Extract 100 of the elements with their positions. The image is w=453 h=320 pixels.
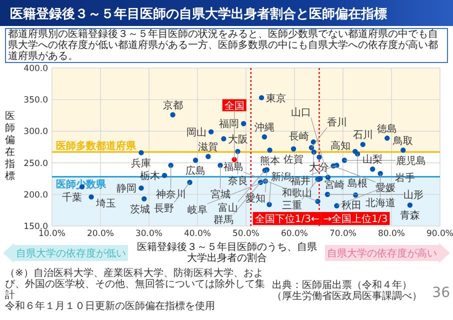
point bbox=[316, 154, 322, 160]
annotation: 滋賀 bbox=[198, 141, 218, 154]
point bbox=[370, 166, 376, 172]
point bbox=[168, 162, 174, 168]
annotation: 山形 bbox=[404, 189, 424, 201]
annotation: 愛媛 bbox=[375, 182, 396, 194]
text: 36 bbox=[431, 285, 450, 301]
annotation: 福井 bbox=[290, 174, 311, 187]
x-tick-label: 70.0% bbox=[329, 229, 357, 239]
point bbox=[267, 148, 272, 153]
annotation: 沖縄 bbox=[254, 121, 274, 134]
point bbox=[258, 95, 264, 100]
x-tick-label: 60.0% bbox=[280, 229, 308, 239]
y-tick-label: 200.0 bbox=[24, 190, 48, 200]
point bbox=[235, 148, 240, 154]
point bbox=[162, 172, 168, 178]
point bbox=[192, 158, 198, 163]
point bbox=[315, 176, 320, 182]
point bbox=[170, 112, 176, 118]
point bbox=[262, 134, 268, 140]
annotation: 山梨 bbox=[362, 154, 383, 166]
arrow: 自県大学の依存度が高い bbox=[325, 243, 450, 263]
annotation: 茨城 bbox=[130, 203, 150, 216]
annotation: 富山 bbox=[218, 202, 238, 214]
x-tick-label: 40.0% bbox=[184, 229, 212, 239]
annotation: 岐阜 bbox=[187, 204, 208, 216]
source-note: 出典：医師届出票（令和４年）（厚生労働省医政局医事課調べ） bbox=[272, 280, 422, 302]
annotation: 福島 bbox=[224, 161, 244, 174]
annotation: 徳島 bbox=[377, 122, 398, 135]
text: （※）自治医科大学、産業医科大学、防衛医科大学、および、外国の医学校、その他、無回答については除外して集計 bbox=[5, 268, 266, 301]
point bbox=[88, 194, 94, 200]
point bbox=[360, 142, 366, 148]
chart-subtitle: 都道府県別の医籍登録後３～５年目医師の状況をみると、医師少数県でない都道府県の中でも自県大学への依存度が低い都道府県がある一方、医師多数県の中にも自県大学への依存度が高い都道府県がある。 bbox=[5, 28, 448, 63]
annotation: 奈良 bbox=[228, 174, 248, 187]
point bbox=[142, 196, 147, 202]
annotation: 石川 bbox=[352, 129, 373, 142]
annotation: 青森 bbox=[400, 210, 420, 222]
point bbox=[206, 154, 211, 160]
label-box: 全国下位1/3← bbox=[252, 212, 322, 225]
annotation: 佐賀 bbox=[284, 153, 304, 166]
annotation: 大分 bbox=[309, 162, 330, 174]
y-tick-label: 400.0 bbox=[24, 64, 48, 74]
point bbox=[378, 170, 383, 176]
annotation: 三重 bbox=[282, 199, 302, 212]
annotation: 宮崎 bbox=[324, 179, 345, 192]
annotation: 大阪 bbox=[228, 133, 248, 146]
x-tick-label: 80.0% bbox=[378, 229, 406, 239]
annotation: 宮城 bbox=[210, 188, 230, 201]
annotation: 長野 bbox=[154, 204, 174, 215]
annotation: 東京 bbox=[266, 92, 286, 104]
x-tick-label: 50.0% bbox=[232, 229, 260, 239]
annotation: 群馬 bbox=[214, 214, 234, 226]
annotation: 鹿児島 bbox=[396, 154, 426, 167]
x-tick-label: 10.0% bbox=[38, 229, 66, 239]
point bbox=[290, 146, 296, 152]
annotation: 埼玉 bbox=[94, 198, 116, 210]
arrow: 自県大学の依存度が低い bbox=[3, 243, 128, 263]
x-tick-label: 90.0% bbox=[426, 229, 453, 239]
y-tick-label: 350.0 bbox=[24, 96, 48, 106]
point bbox=[218, 162, 223, 168]
annotation: 静岡 bbox=[116, 182, 137, 195]
y-axis-title: 医師偏在指標 bbox=[5, 111, 16, 183]
annotation: 北海道 bbox=[365, 196, 396, 209]
point bbox=[324, 192, 330, 197]
annotation: 鳥取 bbox=[392, 134, 414, 147]
annotation: 島根 bbox=[348, 177, 368, 190]
x-tick-label: 30.0% bbox=[135, 229, 163, 239]
annotation: 岡山 bbox=[186, 126, 207, 138]
annotation: 神奈川 bbox=[156, 188, 186, 201]
point bbox=[400, 148, 406, 153]
point bbox=[138, 185, 144, 191]
y-tick-label: 250.0 bbox=[24, 158, 48, 169]
annotation: 和歌山 bbox=[282, 187, 312, 200]
band-label: 医師多数都道府県 bbox=[56, 140, 137, 152]
point bbox=[208, 129, 214, 134]
point bbox=[221, 136, 226, 142]
point bbox=[240, 121, 246, 126]
annotation: 山口 bbox=[290, 106, 311, 119]
annotation: 兵庫 bbox=[131, 157, 152, 170]
x-tick-label: 20.0% bbox=[86, 229, 114, 239]
annotation: 長崎 bbox=[288, 130, 309, 143]
text: 令和６年１月１０日更新の医師偏在指標を使用 bbox=[5, 301, 216, 312]
annotation: 広島 bbox=[186, 164, 206, 177]
annotation: 千葉 bbox=[62, 191, 82, 204]
point bbox=[334, 203, 340, 208]
point bbox=[311, 149, 316, 155]
annotation: 香川 bbox=[327, 116, 348, 129]
point bbox=[342, 158, 348, 163]
annotation: 秋田 bbox=[341, 200, 362, 212]
y-tick-label: 300.0 bbox=[24, 127, 48, 138]
chart-title: 医籍登録後３～５年目医師の自県大学出身者割合と医師偏在指標 bbox=[10, 6, 387, 22]
annotation: 熊本 bbox=[260, 154, 280, 167]
annotation: 高知 bbox=[330, 140, 351, 152]
label-box: →全国上位1/3 bbox=[321, 212, 390, 225]
x-axis-title: 医籍登録後３～５年目医師のうち、自県大学出身者の割合 bbox=[136, 242, 318, 264]
annotation: 京都 bbox=[162, 99, 183, 112]
annotation: 愛知 bbox=[245, 192, 266, 204]
label-box: 全国 bbox=[222, 99, 246, 112]
point bbox=[407, 202, 413, 208]
annotation: 福岡 bbox=[219, 118, 240, 130]
